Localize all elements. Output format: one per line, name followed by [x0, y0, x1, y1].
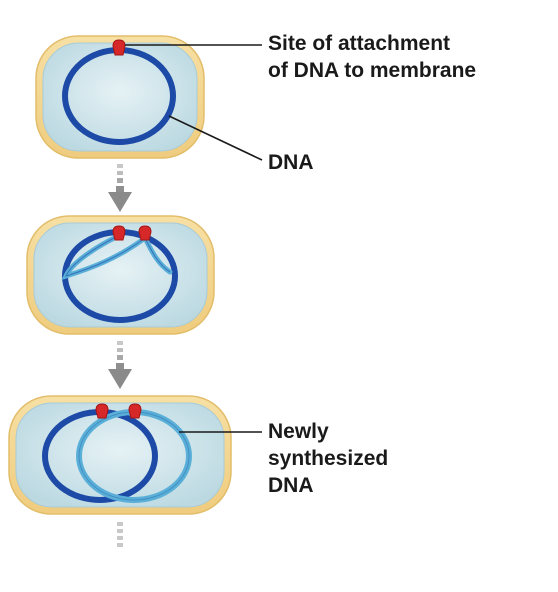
newly-synthesized-dna-label: Newly synthesized DNA [268, 418, 388, 499]
dna-leader-line [168, 115, 263, 161]
stage-arrow-1 [108, 164, 132, 212]
continuation-dashes [117, 522, 123, 547]
stage-arrow-2 [108, 341, 132, 389]
newly-synthesized-label-line-3: DNA [268, 474, 314, 497]
attachment-site-marker-right [128, 403, 142, 419]
attachment-site-marker-left [112, 225, 126, 241]
attachment-site-marker-right [138, 225, 152, 241]
attachment-site-label-line-2: of DNA to membrane [268, 59, 477, 82]
attachment-site-label-line-1: Site of attachment [268, 32, 451, 55]
newly-synthesized-label-line-1: Newly [268, 420, 329, 443]
cytoplasm [15, 402, 225, 508]
stage-3-cell [8, 395, 232, 515]
dna-label-line-1: DNA [268, 151, 314, 174]
attachment-site-marker [112, 39, 126, 56]
newly-synthesized-label-line-2: synthesized [268, 447, 389, 470]
attachment-site-label: Site of attachment of DNA to membrane [268, 30, 476, 84]
stage-1-cell [35, 35, 205, 159]
stage-2-cell [26, 215, 215, 335]
attachment-site-marker-left [95, 403, 109, 419]
dna-label: DNA [268, 149, 314, 176]
